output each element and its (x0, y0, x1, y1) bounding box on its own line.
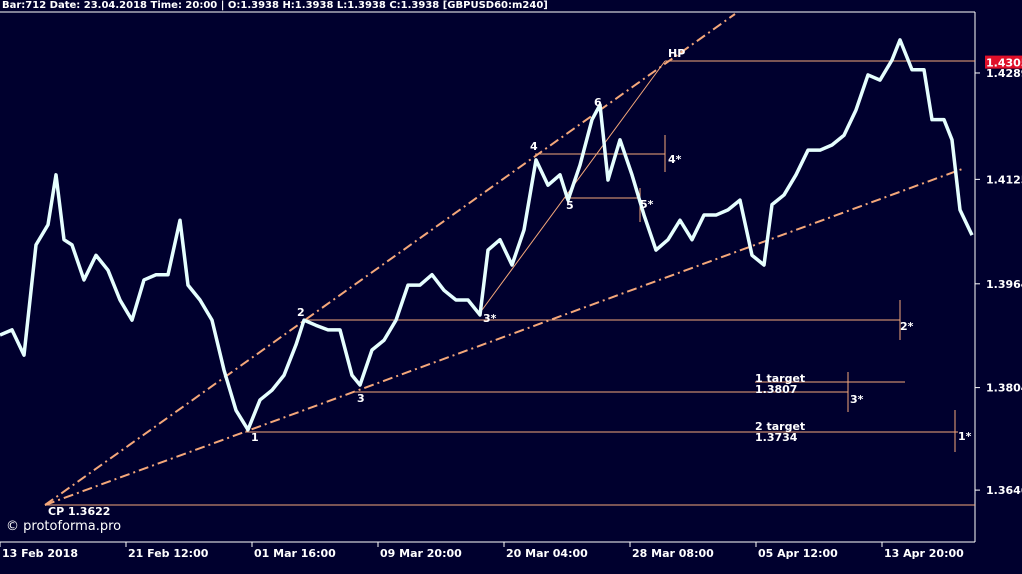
header: Bar:712 Date: 23.04.2018 Time: 20:00 | O… (2, 0, 548, 11)
header-bg (0, 0, 522, 11)
annotation: 5 (566, 199, 574, 212)
annotation: 3* (483, 312, 497, 325)
annotation: 2 (297, 306, 305, 319)
annotation: 2* (900, 320, 914, 333)
price-line (0, 38, 974, 432)
annotation: HP (668, 47, 685, 60)
watermark: © protoforma.pro (6, 519, 121, 534)
x-tick-label: 13 Feb 2018 (2, 547, 78, 560)
y-tick-label: 1.3804 (986, 382, 1022, 395)
annotation: 1* (958, 430, 972, 443)
x-tick-label: 21 Feb 12:00 (128, 547, 209, 560)
last-price-box (985, 55, 1022, 69)
x-tick-label: 28 Mar 08:00 (632, 547, 714, 560)
x-tick-label: 05 Apr 12:00 (758, 547, 838, 560)
annotation: 4* (668, 153, 682, 166)
y-tick-label: 1.4125 (986, 173, 1022, 186)
last-price-label: 1.4305 (986, 57, 1022, 70)
annotation: 1 target (755, 372, 805, 385)
x-tick-label: 20 Mar 04:00 (506, 547, 588, 560)
annotation: 1.3734 (755, 431, 798, 444)
y-tick-label: 1.3646 (986, 484, 1022, 497)
annotation: 4 (530, 140, 538, 153)
annotation: 5* (640, 198, 654, 211)
annotation: 1.3807 (755, 383, 797, 396)
x-tick-label: 01 Mar 16:00 (254, 547, 336, 560)
trend-line (44, 167, 966, 506)
x-tick-label: 13 Apr 20:00 (884, 547, 964, 560)
annotation: 3* (850, 393, 864, 406)
annotation: 2 target (755, 420, 805, 433)
trend-line (44, 13, 736, 506)
annotation: 6 (594, 96, 602, 109)
x-tick-label: 09 Mar 20:00 (380, 547, 462, 560)
y-tick-label: 1.3964 (986, 278, 1022, 291)
annotation: 1 (251, 431, 259, 444)
annotation: CP 1.3622 (48, 505, 110, 518)
y-tick-label: 1.4289 (986, 67, 1022, 80)
annotation: 3 (357, 392, 365, 405)
